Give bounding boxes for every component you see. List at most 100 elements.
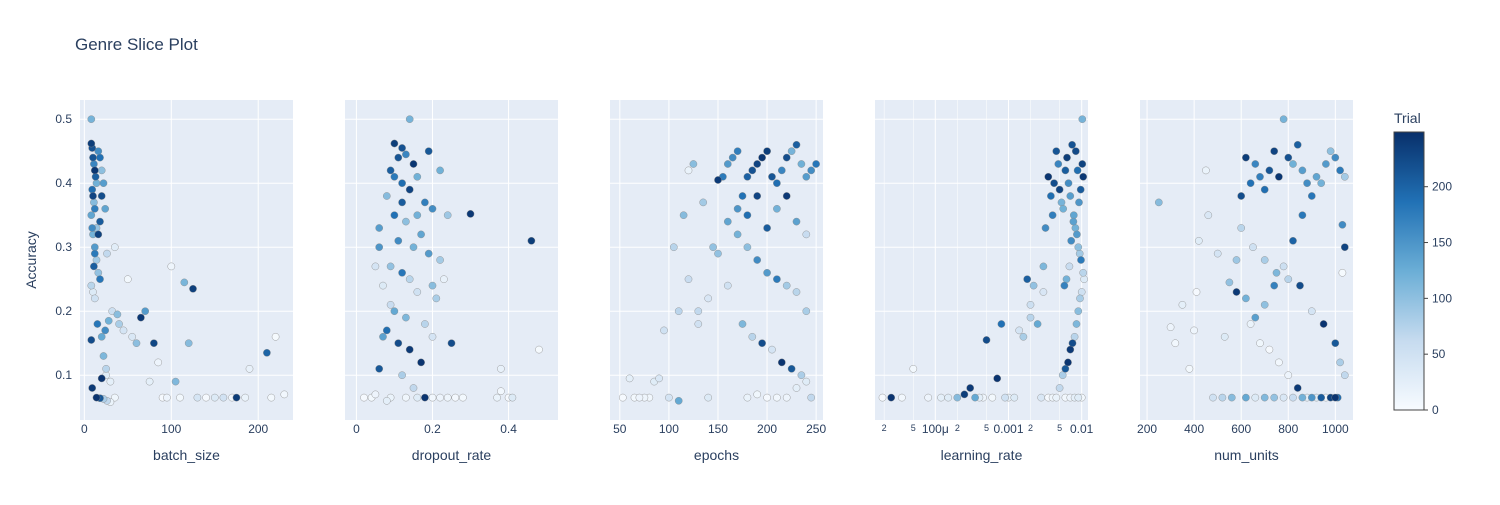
scatter-point: [417, 230, 425, 239]
scatter-point: [674, 307, 683, 316]
scatter-point: [360, 393, 368, 402]
y-tick-label: 0.4: [55, 176, 72, 190]
scatter-point: [773, 393, 781, 402]
scatter-point: [280, 390, 289, 399]
scatter-point: [89, 288, 97, 296]
scatter-point: [390, 211, 399, 220]
scatter-point: [219, 393, 228, 402]
scatter-point: [90, 262, 98, 271]
scatter-point: [497, 387, 505, 396]
scatter-point: [1303, 179, 1311, 188]
scatter-point: [758, 339, 766, 348]
scatter-point: [699, 198, 708, 207]
x-tick-label: 150: [708, 422, 728, 436]
scatter-point: [87, 336, 96, 344]
x-tick-label: 0.01: [1070, 422, 1094, 436]
scatter-point: [379, 281, 387, 290]
scatter-point: [375, 224, 384, 232]
scatter-point: [1076, 294, 1084, 303]
scatter-point: [1289, 160, 1297, 168]
scatter-point: [402, 217, 410, 226]
scatter-point: [773, 275, 781, 284]
scatter-point: [1265, 166, 1274, 175]
scatter-point: [1076, 185, 1085, 194]
scatter-point: [618, 393, 627, 402]
scatter-point: [714, 176, 722, 184]
x-tick-label: 200: [757, 422, 777, 436]
scatter-point: [89, 153, 97, 162]
scatter-point: [773, 204, 781, 213]
scatter-point: [103, 249, 111, 258]
colorbar: Trial 0 50 100 150 200: [1393, 110, 1452, 417]
scatter-point: [1067, 236, 1076, 245]
scatter-point: [1279, 115, 1288, 124]
scatter-point: [104, 316, 113, 325]
scatter-point: [405, 275, 414, 284]
scatter-point: [176, 393, 184, 402]
scatter-point: [1063, 153, 1071, 162]
scatter-point: [1326, 147, 1335, 156]
colorbar-tick-label: 0: [1432, 403, 1439, 417]
x-tick-label: 600: [1231, 422, 1251, 436]
scatter-point: [527, 236, 536, 245]
scatter-point: [1079, 268, 1088, 277]
scatter-point: [398, 179, 406, 188]
scatter-point: [1270, 147, 1279, 156]
scatter-point: [1275, 358, 1283, 367]
scatter-point: [1336, 358, 1344, 367]
scatter-point: [1260, 300, 1269, 309]
scatter-point: [386, 300, 395, 309]
scatter-point: [94, 230, 103, 239]
scatter-point: [753, 160, 762, 168]
scatter-point: [1039, 262, 1048, 271]
scatter-point: [99, 179, 108, 188]
scatter-point: [1075, 198, 1083, 207]
scatter-point: [753, 192, 762, 200]
scatter-point: [154, 358, 163, 367]
scatter-point: [988, 393, 997, 402]
x-tick-label: 0.001: [993, 422, 1023, 436]
scatter-point: [1194, 236, 1203, 245]
scatter-point: [1080, 275, 1088, 284]
scatter-point: [1246, 179, 1255, 188]
chart-title: Genre Slice Plot: [75, 35, 198, 54]
scatter-point: [171, 377, 180, 386]
x-axis-title: epochs: [694, 447, 739, 463]
scatter-point: [1154, 198, 1163, 207]
scatter-point: [723, 217, 732, 226]
scatter-point: [390, 172, 399, 181]
scatter-point: [115, 320, 123, 328]
scatter-point: [267, 393, 276, 402]
scatter-point: [96, 153, 104, 162]
scatter-point: [782, 393, 791, 402]
scatter-point: [92, 179, 101, 188]
scatter-point: [723, 281, 732, 290]
scatter-point: [777, 358, 786, 367]
scatter-point: [758, 153, 766, 162]
scatter-point: [1047, 192, 1055, 200]
scatter-point: [748, 332, 757, 341]
scatter-point: [1066, 345, 1075, 354]
scatter-point: [92, 256, 101, 264]
scatter-point: [97, 332, 106, 341]
x-tick-label: 2: [955, 423, 960, 433]
scatter-point: [738, 320, 747, 328]
scatter-point: [782, 281, 791, 290]
scatter-point: [91, 172, 100, 181]
scatter-point: [1065, 262, 1074, 271]
scatter-point: [1218, 393, 1227, 402]
scatter-point: [1322, 160, 1330, 168]
plot-background: [1140, 100, 1353, 420]
scatter-point: [898, 393, 906, 402]
scatter-point: [743, 172, 752, 181]
scatter-point: [1260, 185, 1269, 194]
x-tick-label: 0.2: [424, 422, 441, 436]
scatter-point: [1204, 211, 1213, 220]
scatter-point: [753, 256, 762, 264]
scatter-point: [424, 249, 433, 258]
scatter-point: [937, 393, 945, 402]
scatter-point: [1317, 179, 1326, 188]
y-axis-title: Accuracy: [23, 231, 39, 289]
scatter-point: [1023, 275, 1032, 284]
